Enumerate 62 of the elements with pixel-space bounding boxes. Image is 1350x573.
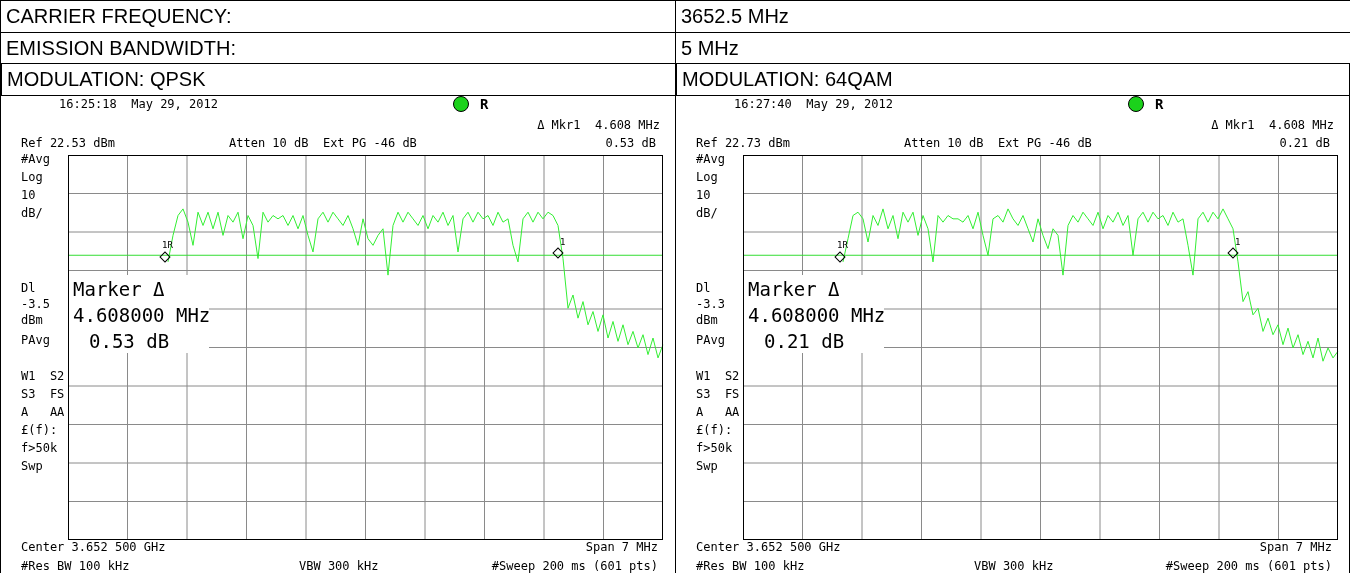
annotation: 4.608000 MHz (748, 303, 886, 327)
annotation: 1R (837, 240, 848, 250)
text: 10 (21, 188, 36, 202)
text: S3 FS (696, 387, 740, 401)
annotation: 1 (560, 237, 566, 247)
annotation: Marker Δ (73, 277, 165, 301)
text: Swp (21, 459, 43, 473)
annotation: Span 7 MHz (585, 540, 658, 554)
text: f>50k (21, 441, 58, 455)
text: f>50k (696, 441, 733, 455)
text: PAvg (21, 333, 50, 347)
text: A AA (21, 405, 65, 419)
text: Ref 22.73 dBm (696, 136, 790, 150)
text: 10 (696, 188, 711, 202)
text: W1 S2 (21, 369, 65, 383)
text: 5 MHz (675, 31, 1350, 64)
annotation: 0.53 dB (89, 329, 170, 353)
annotation: Marker Δ (748, 277, 840, 301)
text: Center 3.652 500 GHz (696, 540, 841, 554)
text: PAvg (696, 333, 725, 347)
annotation: 0.21 dB (764, 329, 845, 353)
text: S3 FS (21, 387, 65, 401)
text: #Res BW 100 kHz (696, 559, 805, 573)
chart-title: MODULATION: 64QAM (676, 63, 1350, 96)
text: #Avg (21, 152, 50, 166)
text: £(f): (21, 423, 58, 437)
ref-line-label: Dl -3.3 dBm (696, 280, 725, 328)
text: R (1155, 96, 1164, 112)
text: #Sweep 200 ms (601 pts) (1165, 559, 1332, 573)
chart-title: MODULATION: QPSK (1, 63, 677, 96)
text: VBW 300 kHz (974, 559, 1054, 573)
annotation: Center 3.652 500 GHz (21, 540, 166, 554)
text: #Res BW 100 kHz (21, 559, 130, 573)
text: W1 S2 (696, 369, 740, 383)
text: Log (21, 170, 43, 184)
annotation: 1R (162, 240, 173, 250)
text: Swp (696, 459, 718, 473)
text: 16:27:40 May 29, 2012 (734, 97, 893, 111)
text: Ref 22.53 dBm (21, 136, 115, 150)
text: 3652.5 MHz (675, 0, 1350, 33)
text: dB/ (21, 206, 43, 220)
text: dB/ (696, 206, 718, 220)
text: EMISSION BANDWIDTH: (0, 31, 676, 64)
text: Δ Mkr1 4.608 MHz (1211, 118, 1334, 132)
text: Atten 10 dB Ext PG -46 dB (229, 136, 417, 150)
text: Log (696, 170, 718, 184)
annotation: 4.608000 MHz (73, 303, 211, 327)
text: #Avg (696, 152, 725, 166)
text: CARRIER FREQUENCY: (0, 0, 676, 33)
text: 16:25:18 May 29, 2012 (59, 97, 218, 111)
annotation: 1 (1235, 237, 1241, 247)
ref-line-label: Dl -3.5 dBm (21, 280, 50, 328)
text: VBW 300 kHz (299, 559, 379, 573)
text: £(f): (696, 423, 733, 437)
text: Δ Mkr1 4.608 MHz (537, 118, 660, 132)
text: Atten 10 dB Ext PG -46 dB (904, 136, 1092, 150)
text: #Sweep 200 ms (601 pts) (491, 559, 658, 573)
text: A AA (696, 405, 740, 419)
text: Span 7 MHz (1259, 540, 1332, 554)
text: 0.21 dB (1279, 136, 1330, 150)
text: 0.53 dB (605, 136, 656, 150)
text: R (480, 96, 489, 112)
